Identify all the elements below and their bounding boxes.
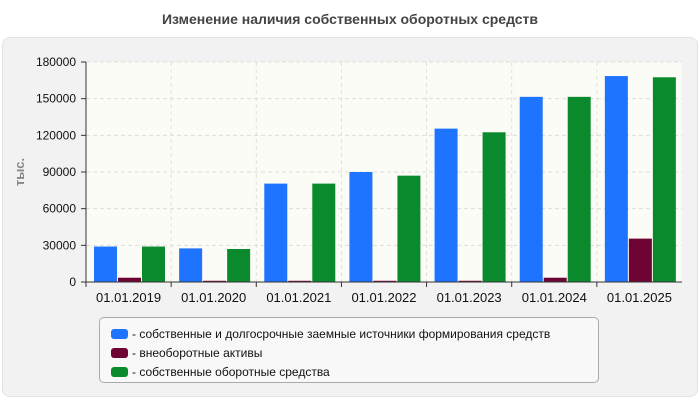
bar-2	[118, 277, 141, 282]
y-tick-label: 90000	[43, 165, 77, 179]
bar-3	[227, 249, 251, 282]
bar-2	[203, 280, 227, 282]
bar-3	[142, 246, 165, 282]
legend-item: - собственные и долгосрочные заемные ист…	[111, 324, 598, 343]
bar-3	[652, 77, 676, 283]
y-tick-label: 60000	[43, 202, 77, 216]
legend-swatch	[111, 328, 128, 339]
x-tick-label: 01.01.2019	[96, 290, 161, 305]
x-tick-label: 01.01.2025	[607, 290, 672, 305]
bar-1	[434, 128, 458, 282]
bar-2	[288, 280, 312, 282]
chart-title: Изменение наличия собственных оборотных …	[161, 11, 539, 27]
x-tick-label: 01.01.2024	[522, 290, 587, 305]
bar-1	[519, 96, 543, 282]
bar-1	[264, 183, 288, 282]
legend-swatch	[111, 347, 128, 358]
bar-3	[567, 96, 591, 282]
bar-2	[543, 277, 567, 282]
legend-label: - собственные и долгосрочные заемные ист…	[132, 326, 551, 341]
y-axis-label: тыс.	[12, 158, 27, 186]
y-tick-label: 180000	[36, 55, 76, 69]
bar-1	[94, 246, 117, 282]
bar-2	[373, 280, 397, 282]
bar-2	[628, 238, 652, 282]
y-tick-label: 30000	[43, 238, 77, 252]
bar-1	[349, 172, 373, 282]
legend-label: - внеоборотные активы	[132, 345, 263, 360]
bar-3	[312, 183, 336, 282]
x-tick-label: 01.01.2021	[266, 290, 331, 305]
x-tick-label: 01.01.2023	[437, 290, 502, 305]
y-tick-label: 120000	[36, 128, 76, 142]
x-tick-label: 01.01.2022	[351, 290, 416, 305]
legend-label: - собственные оборотные средства	[132, 364, 330, 379]
legend-swatch	[111, 366, 128, 377]
y-tick-label: 150000	[36, 92, 76, 106]
bar-2	[458, 280, 482, 282]
legend-item: - внеоборотные активы	[111, 343, 598, 362]
legend-item: - собственные оборотные средства	[111, 362, 598, 381]
bar-3	[397, 175, 421, 282]
y-tick-label: 0	[69, 275, 76, 289]
x-tick-label: 01.01.2020	[181, 290, 246, 305]
bar-3	[482, 132, 506, 282]
bar-1	[604, 76, 628, 282]
bar-1	[179, 248, 203, 282]
chart-legend: - собственные и долгосрочные заемные ист…	[99, 317, 599, 383]
